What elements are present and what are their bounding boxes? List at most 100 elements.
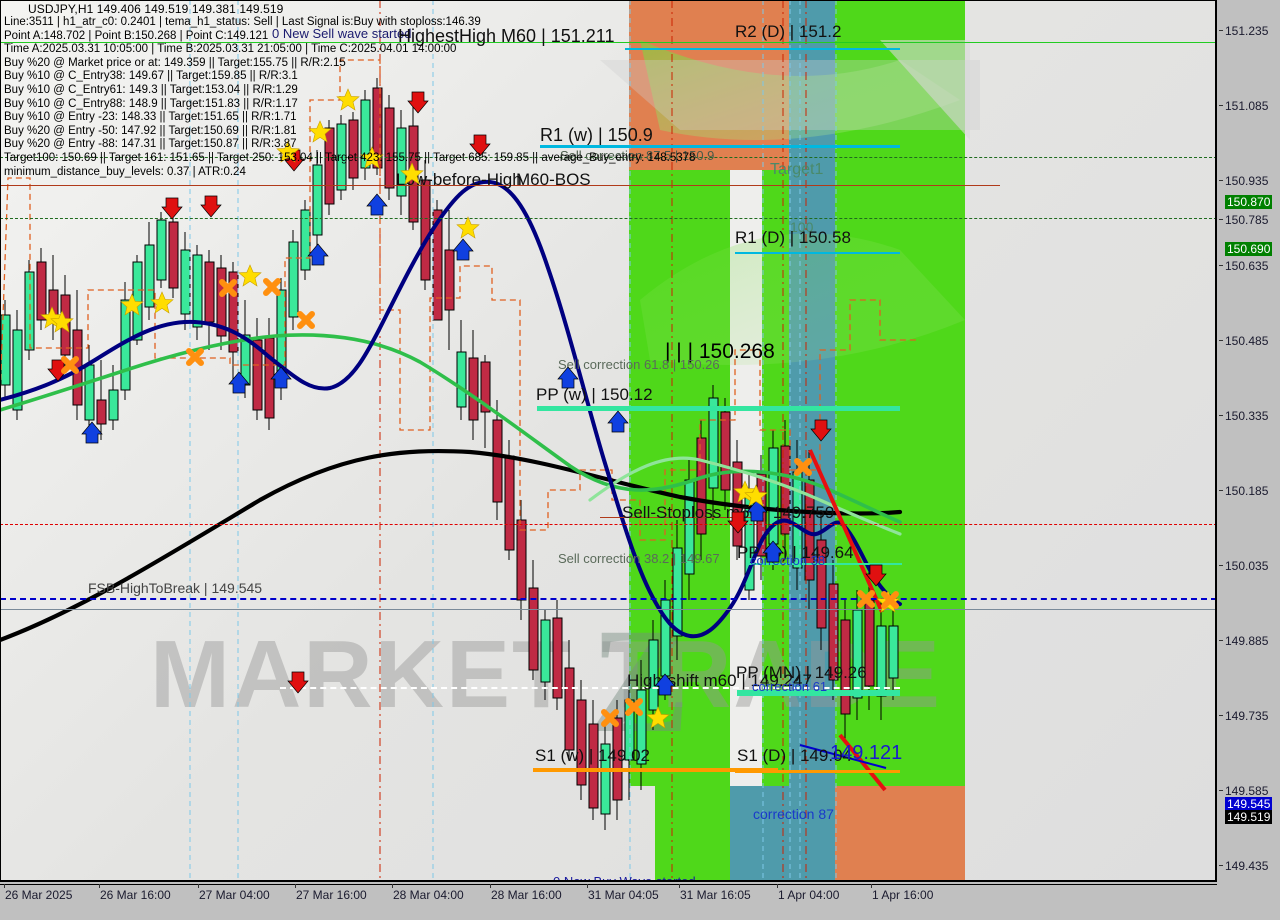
price-tick-mark bbox=[1219, 865, 1223, 866]
level-line-high-shift-m60 bbox=[280, 687, 900, 689]
price-tick-mark bbox=[1219, 640, 1223, 641]
price-tick-label: 149.885 bbox=[1225, 634, 1269, 648]
level-line-brown bbox=[0, 185, 1000, 186]
level-line-s1-d bbox=[735, 770, 900, 773]
time-tick: 1 Apr 04:00 bbox=[777, 884, 840, 902]
price-tick-label: 150.635 bbox=[1225, 259, 1269, 273]
price-tick-label: 150.035 bbox=[1225, 559, 1269, 573]
chart-plot-area[interactable]: MARKET TRADE Z bbox=[0, 0, 1217, 882]
time-scale[interactable]: 26 Mar 2025 26 Mar 16:00 27 Mar 04:00 27 Ma… bbox=[0, 884, 1280, 920]
price-tick-mark bbox=[1219, 180, 1223, 181]
price-tick-mark bbox=[1219, 219, 1223, 220]
price-tick-mark bbox=[1219, 340, 1223, 341]
price-tick-label: 149.435 bbox=[1225, 859, 1269, 873]
label-point-c-price: 149.121 bbox=[830, 742, 903, 764]
time-tick: 28 Mar 04:00 bbox=[392, 884, 464, 902]
time-tick: 31 Mar 04:05 bbox=[587, 884, 659, 902]
label-fsb-high-to-break: FSB-HighToBreak | 149.545 bbox=[88, 580, 263, 596]
time-scale-top-rule bbox=[0, 884, 1217, 885]
price-tick-mark bbox=[1219, 105, 1223, 106]
label-correction-87: correction 87 bbox=[753, 806, 834, 822]
price-tick-label: 150.935 bbox=[1225, 174, 1269, 188]
level-line-pp-mn bbox=[737, 690, 900, 696]
time-tick-mark bbox=[490, 884, 491, 888]
label-correction-38: correction 38 bbox=[750, 553, 826, 568]
label-r1-d: R1 (D) | 150.58 bbox=[735, 228, 851, 247]
time-tick: 26 Mar 2025 bbox=[4, 884, 73, 902]
label-s1-d: S1 (D) | 149.04 bbox=[737, 746, 852, 765]
price-tick-mark bbox=[1219, 790, 1223, 791]
time-tick-mark bbox=[777, 884, 778, 888]
time-tick-label: 1 Apr 16:00 bbox=[872, 888, 934, 902]
price-tick-label: 149.519 bbox=[1225, 810, 1273, 824]
price-tick-label: 150.185 bbox=[1225, 484, 1269, 498]
level-line-sell-corr-875 bbox=[0, 157, 1215, 158]
price-tick-label: 151.085 bbox=[1225, 99, 1269, 113]
label-s1-w: S1 (w) | 149.02 bbox=[535, 746, 650, 765]
label-highest-high: HighestHigh M60 | 151.211 bbox=[398, 26, 615, 46]
label-sell-correction-382: Sell correction 38.2 | 149.67 bbox=[558, 551, 720, 566]
level-line-r1-w bbox=[540, 145, 900, 148]
level-line-current-price bbox=[0, 609, 1215, 610]
time-tick-mark bbox=[871, 884, 872, 888]
level-line-r2-d bbox=[625, 48, 900, 50]
price-tick-label: 150.690 bbox=[1225, 242, 1273, 256]
time-tick: 27 Mar 16:00 bbox=[295, 884, 367, 902]
price-tick-label: 150.870 bbox=[1225, 195, 1273, 209]
time-tick: 26 Mar 16:00 bbox=[99, 884, 171, 902]
label-sell-correction-618: Sell correction 61.8 | 150.26 bbox=[558, 357, 720, 372]
label-pp-w: PP (w) | 150.12 bbox=[536, 385, 653, 404]
time-tick-mark bbox=[198, 884, 199, 888]
price-tick-mark bbox=[1219, 490, 1223, 491]
label-new-sell-wave: 0 New Sell wave started bbox=[272, 26, 412, 41]
time-tick-mark bbox=[4, 884, 5, 888]
time-tick: 31 Mar 16:05 bbox=[679, 884, 751, 902]
label-correction-61: correction 61 bbox=[752, 679, 828, 694]
session-band-orange-bottom bbox=[835, 786, 965, 880]
time-tick: 1 Apr 16:00 bbox=[871, 884, 934, 902]
level-line-150690 bbox=[0, 218, 1215, 219]
time-tick-mark bbox=[392, 884, 393, 888]
price-tick-mark bbox=[1219, 415, 1223, 416]
label-point-b-price: | | | 150.268 bbox=[665, 340, 775, 363]
price-tick-mark bbox=[1219, 715, 1223, 716]
level-line-s1-w bbox=[533, 768, 778, 772]
label-target1: Target1 bbox=[770, 161, 824, 178]
time-tick-label: 1 Apr 04:00 bbox=[778, 888, 840, 902]
price-tick-label: 150.335 bbox=[1225, 409, 1269, 423]
label-hundred: 100 bbox=[790, 219, 814, 235]
time-tick-mark bbox=[99, 884, 100, 888]
label-r2-d: R2 (D) | 151.2 bbox=[735, 22, 842, 41]
label-sell-correction-875: Sell correction 87.5 | 150.9 bbox=[560, 148, 715, 163]
label-new-buy-wave: 0 New Buy Wave started bbox=[553, 874, 696, 882]
time-tick-label: 27 Mar 04:00 bbox=[199, 888, 270, 902]
level-line-fsb-high-to-break bbox=[0, 598, 1215, 600]
time-tick-mark bbox=[295, 884, 296, 888]
time-tick-label: 27 Mar 16:00 bbox=[296, 888, 367, 902]
price-tick-mark bbox=[1219, 565, 1223, 566]
price-tick-mark bbox=[1219, 265, 1223, 266]
time-tick-mark bbox=[587, 884, 588, 888]
time-tick-label: 26 Mar 2025 bbox=[5, 888, 73, 902]
label-pp-mn: PP (MN) | 149.26 bbox=[736, 663, 867, 682]
time-tick-label: 31 Mar 16:05 bbox=[680, 888, 751, 902]
level-line-pp-d bbox=[747, 563, 902, 565]
label-low-before-high: Low-before-High bbox=[396, 170, 522, 189]
time-tick: 28 Mar 16:00 bbox=[490, 884, 562, 902]
price-tick-label: 149.545 bbox=[1225, 797, 1273, 811]
price-tick-label: 150.785 bbox=[1225, 213, 1269, 227]
price-tick-label: 150.485 bbox=[1225, 334, 1269, 348]
price-tick-label: 149.585 bbox=[1225, 784, 1269, 798]
time-tick-label: 28 Mar 16:00 bbox=[491, 888, 562, 902]
label-r1-w: R1 (w) | 150.9 bbox=[540, 125, 653, 145]
time-tick-mark bbox=[679, 884, 680, 888]
price-scale[interactable]: 151.235 151.085 150.935 150.870 150.785 150.6… bbox=[1219, 0, 1280, 882]
time-tick: 27 Mar 04:00 bbox=[198, 884, 270, 902]
time-tick-label: 28 Mar 04:00 bbox=[393, 888, 464, 902]
level-line-highest-high bbox=[0, 42, 1215, 43]
candlestick-series bbox=[0, 78, 899, 830]
time-tick-label: 26 Mar 16:00 bbox=[100, 888, 171, 902]
level-line-sell-stoploss bbox=[0, 524, 1215, 525]
price-tick-label: 151.235 bbox=[1225, 24, 1269, 38]
level-line-brown-2 bbox=[600, 517, 760, 518]
